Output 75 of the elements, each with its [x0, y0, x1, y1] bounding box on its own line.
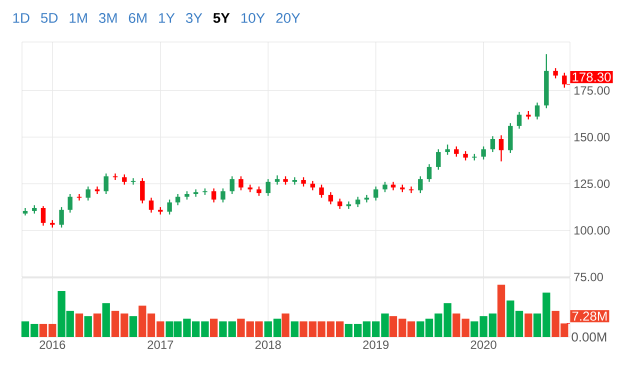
y-tick-label: 100.00 [574, 226, 610, 235]
candlestick [364, 194, 370, 203]
bar [524, 314, 532, 337]
x-tick-label: 2020 [470, 340, 496, 349]
candlestick [373, 186, 378, 202]
candlestick [516, 111, 522, 130]
y-tick-label: 75.00 [574, 272, 603, 282]
bar [84, 316, 92, 337]
candlestick [355, 196, 360, 208]
candlestick [319, 184, 324, 198]
candlestick [122, 174, 127, 186]
bar [93, 314, 102, 337]
candlestick [68, 193, 72, 214]
candlestick [534, 102, 540, 120]
candlestick [436, 148, 441, 170]
candlestick [230, 176, 234, 195]
candlestick [490, 136, 496, 153]
text: 20Y [276, 13, 300, 23]
annotation: 7.28M [572, 312, 607, 321]
text: 3M [98, 13, 117, 23]
bar [210, 318, 218, 337]
candlestick [454, 146, 459, 158]
candlestick [426, 164, 432, 182]
x-tick-label: 2019 [363, 340, 389, 349]
bar [290, 321, 299, 337]
candlestick [274, 174, 280, 186]
candlestick [328, 192, 334, 205]
bar [282, 314, 290, 337]
candlestick [193, 188, 198, 198]
candlestick [498, 134, 504, 162]
candlestick [408, 186, 414, 194]
bar [497, 284, 506, 337]
text: 10Y [241, 13, 265, 23]
text: 1M [70, 13, 87, 23]
text: 3Y [186, 13, 202, 23]
candlestick [130, 178, 136, 186]
text: 1Y [159, 13, 175, 23]
text: 0.00M [572, 332, 606, 342]
candlestick [382, 181, 388, 193]
text: 6M [128, 13, 146, 23]
candlestick [220, 188, 226, 203]
text: 5Y [213, 13, 230, 23]
candlestick [445, 144, 450, 156]
candlestick [167, 199, 172, 216]
x-tick-label: 2017 [148, 340, 174, 349]
text: 5D [40, 13, 58, 23]
candlestick [301, 176, 306, 188]
y-tick-label: 125.00 [574, 180, 610, 188]
candlestick [211, 188, 216, 203]
candlestick [148, 197, 154, 214]
candlestick [481, 146, 486, 160]
candlestick [310, 180, 316, 191]
candlestick [40, 206, 46, 226]
candlestick [418, 176, 423, 194]
candlestick [175, 193, 180, 206]
y-tick-label: 175.00 [574, 86, 610, 95]
y-tick-label: 150.00 [574, 132, 610, 142]
candlestick [463, 150, 468, 162]
candlestick [337, 198, 342, 210]
candlestick [292, 176, 298, 186]
candlestick [553, 68, 558, 79]
x-tick-label: 2016 [40, 340, 66, 349]
candlestick [256, 186, 262, 196]
bar [75, 314, 84, 337]
candlestick [266, 178, 270, 196]
annotation: 178.30 [572, 72, 611, 82]
x-tick-label: 2018 [255, 340, 281, 349]
text: 1D [13, 13, 30, 23]
candlestick [104, 172, 108, 195]
candlestick [59, 206, 64, 228]
bar [129, 316, 138, 337]
bar [102, 303, 110, 337]
candlestick [140, 178, 145, 204]
candlestick [238, 176, 244, 191]
candlestick [86, 186, 90, 202]
